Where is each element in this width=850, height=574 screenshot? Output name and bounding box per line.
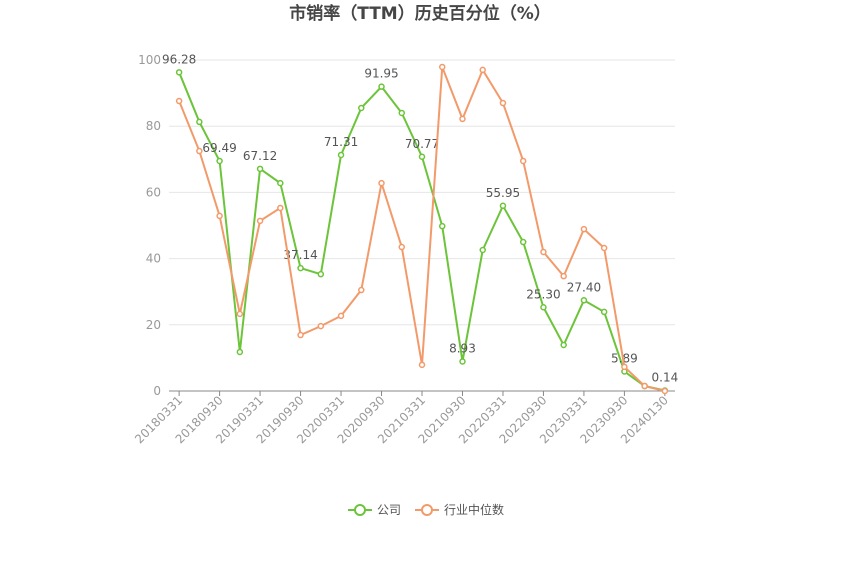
point (256, 217, 264, 225)
series-line (178, 71, 666, 392)
point (540, 248, 547, 256)
point (337, 151, 345, 159)
point (580, 297, 588, 304)
point (479, 246, 486, 254)
point (519, 238, 527, 246)
point (175, 69, 183, 76)
point (418, 361, 426, 369)
chart-title: 市销率（TTM）历史百分位（%） (289, 3, 551, 24)
y-tick-label: 40 (146, 252, 161, 266)
point (358, 104, 365, 112)
point (297, 331, 304, 339)
point (438, 222, 446, 230)
point (560, 272, 567, 280)
point (277, 179, 284, 187)
y-tick-label: 100 (138, 53, 161, 67)
point (337, 312, 345, 320)
value-label: 69.49 (202, 141, 236, 155)
value-label: 55.95 (486, 186, 520, 200)
value-label: 67.12 (243, 149, 277, 163)
point (175, 97, 183, 105)
value-label: 37.14 (283, 248, 317, 262)
value-label: 0.14 (652, 371, 679, 385)
point (378, 83, 385, 90)
point (418, 153, 426, 161)
y-tick-label: 60 (146, 185, 161, 199)
point (621, 363, 628, 371)
point (277, 204, 284, 212)
point (499, 99, 507, 107)
point (196, 118, 203, 126)
point (256, 165, 264, 173)
point (398, 109, 406, 117)
point (459, 358, 466, 365)
legend-label: 公司 (377, 503, 401, 517)
point (297, 264, 304, 272)
value-label: 8.93 (449, 341, 476, 355)
point (358, 286, 365, 294)
point (540, 304, 547, 311)
point (216, 212, 223, 220)
value-label: 27.40 (567, 280, 601, 294)
point (236, 310, 244, 318)
series-line (178, 66, 666, 392)
legend-marker (354, 504, 366, 516)
point (459, 115, 466, 123)
value-label: 5.89 (611, 352, 638, 366)
point (317, 270, 325, 278)
legend-marker (421, 504, 433, 516)
point (600, 308, 608, 316)
value-label: 96.28 (162, 52, 196, 66)
point (216, 157, 223, 165)
y-tick-label: 0 (153, 384, 161, 398)
point (398, 243, 406, 251)
point (438, 63, 446, 71)
point (499, 202, 507, 210)
legend-label: 行业中位数 (444, 502, 504, 517)
value-label: 91.95 (364, 67, 398, 81)
y-tick-label: 80 (146, 119, 161, 133)
point (519, 157, 527, 165)
point (196, 147, 203, 155)
point (661, 387, 669, 395)
point (317, 322, 325, 330)
point (580, 225, 588, 233)
point (236, 348, 244, 356)
value-label: 70.77 (405, 137, 439, 151)
value-label: 25.30 (526, 287, 560, 301)
point (479, 66, 486, 74)
point (560, 341, 567, 349)
y-tick-label: 20 (146, 318, 161, 332)
point (378, 179, 385, 187)
point (600, 244, 608, 252)
point (641, 382, 648, 390)
value-label: 71.31 (324, 135, 358, 149)
